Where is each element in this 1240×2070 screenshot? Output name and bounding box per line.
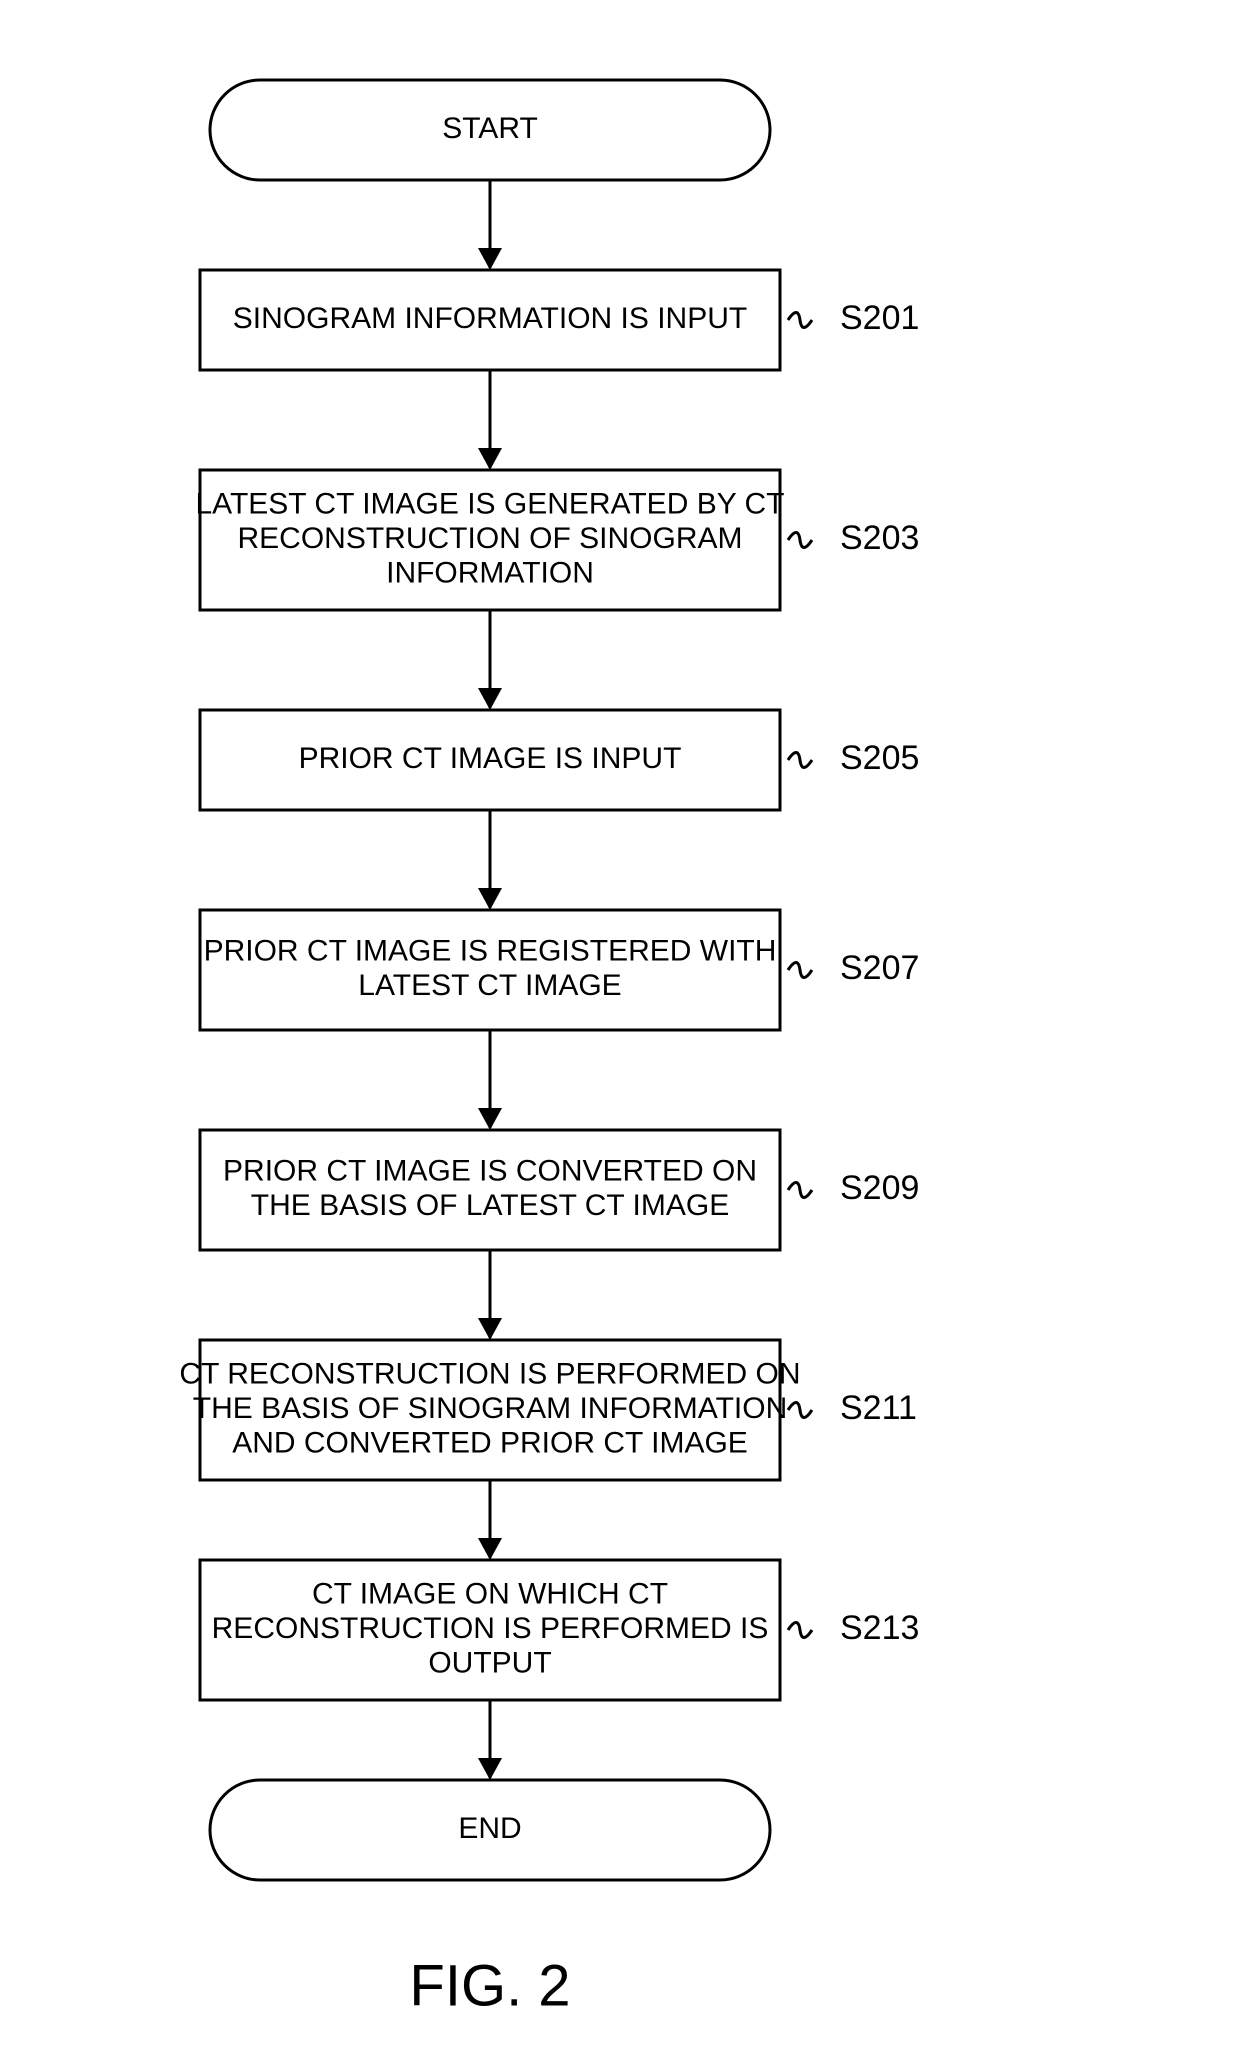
- s209-label-connector: [788, 1183, 812, 1198]
- s209-process-box: PRIOR CT IMAGE IS CONVERTED ONTHE BASIS …: [200, 1130, 919, 1250]
- s207-step-label: S207: [840, 949, 919, 987]
- s205-label-connector: [788, 753, 812, 768]
- end-terminal: END: [210, 1780, 770, 1880]
- arrow-s203-to-s205: [478, 610, 502, 710]
- s213-text-line-0: CT IMAGE ON WHICH CT: [312, 1577, 668, 1610]
- arrow-s211-to-s213: [478, 1480, 502, 1560]
- arrowhead-1: [478, 448, 502, 470]
- s207-text-line-1: LATEST CT IMAGE: [358, 969, 621, 1002]
- s213-text-line-2: OUTPUT: [428, 1646, 551, 1679]
- arrow-s207-to-s209: [478, 1030, 502, 1130]
- arrowhead-5: [478, 1318, 502, 1340]
- s201-step-label: S201: [840, 299, 919, 337]
- arrow-s209-to-s211: [478, 1250, 502, 1340]
- s213-process-box: CT IMAGE ON WHICH CTRECONSTRUCTION IS PE…: [200, 1560, 919, 1700]
- s211-label-connector: [788, 1403, 812, 1418]
- arrowhead-7: [478, 1758, 502, 1780]
- arrow-s213-to-end: [478, 1700, 502, 1780]
- s209-text-line-0: PRIOR CT IMAGE IS CONVERTED ON: [223, 1155, 757, 1188]
- s209-text-line-1: THE BASIS OF LATEST CT IMAGE: [251, 1189, 729, 1222]
- s203-text-line-2: INFORMATION: [386, 556, 594, 589]
- arrowhead-6: [478, 1538, 502, 1560]
- end-text-line-0: END: [458, 1812, 521, 1845]
- start-terminal: START: [210, 80, 770, 180]
- s203-text-line-1: RECONSTRUCTION OF SINOGRAM: [237, 522, 742, 555]
- s203-label-connector: [788, 533, 812, 548]
- arrow-s205-to-s207: [478, 810, 502, 910]
- s211-text-line-2: AND CONVERTED PRIOR CT IMAGE: [232, 1426, 748, 1459]
- s207-process-box: PRIOR CT IMAGE IS REGISTERED WITHLATEST …: [200, 910, 919, 1030]
- arrowhead-4: [478, 1108, 502, 1130]
- s201-text-line-0: SINOGRAM INFORMATION IS INPUT: [233, 302, 747, 335]
- flowchart-diagram: START SINOGRAM INFORMATION IS INPUT S201 LA…: [0, 0, 1240, 2070]
- s207-text-line-0: PRIOR CT IMAGE IS REGISTERED WITH: [204, 935, 777, 968]
- s201-label-connector: [788, 313, 812, 328]
- arrowhead-0: [478, 248, 502, 270]
- arrow-start-to-s201: [478, 180, 502, 270]
- figure-caption: FIG. 2: [409, 1953, 570, 2018]
- s205-step-label: S205: [840, 739, 919, 777]
- start-text-line-0: START: [442, 112, 538, 145]
- s203-process-box: LATEST CT IMAGE IS GENERATED BY CTRECONS…: [195, 470, 919, 610]
- arrow-s201-to-s203: [478, 370, 502, 470]
- s213-step-label: S213: [840, 1609, 919, 1647]
- arrowhead-3: [478, 888, 502, 910]
- s211-step-label: S211: [840, 1389, 917, 1427]
- s211-process-box: CT RECONSTRUCTION IS PERFORMED ONTHE BAS…: [179, 1340, 916, 1480]
- s211-text-line-1: THE BASIS OF SINOGRAM INFORMATION: [193, 1392, 787, 1425]
- s213-text-line-1: RECONSTRUCTION IS PERFORMED IS: [212, 1612, 769, 1645]
- s203-step-label: S203: [840, 519, 919, 557]
- s211-text-line-0: CT RECONSTRUCTION IS PERFORMED ON: [179, 1357, 800, 1390]
- arrowhead-2: [478, 688, 502, 710]
- s209-step-label: S209: [840, 1169, 919, 1207]
- s205-text-line-0: PRIOR CT IMAGE IS INPUT: [299, 742, 682, 775]
- s205-process-box: PRIOR CT IMAGE IS INPUT S205: [200, 710, 919, 810]
- s213-label-connector: [788, 1623, 812, 1638]
- s201-process-box: SINOGRAM INFORMATION IS INPUT S201: [200, 270, 919, 370]
- s203-text-line-0: LATEST CT IMAGE IS GENERATED BY CT: [195, 487, 784, 520]
- s207-label-connector: [788, 963, 812, 978]
